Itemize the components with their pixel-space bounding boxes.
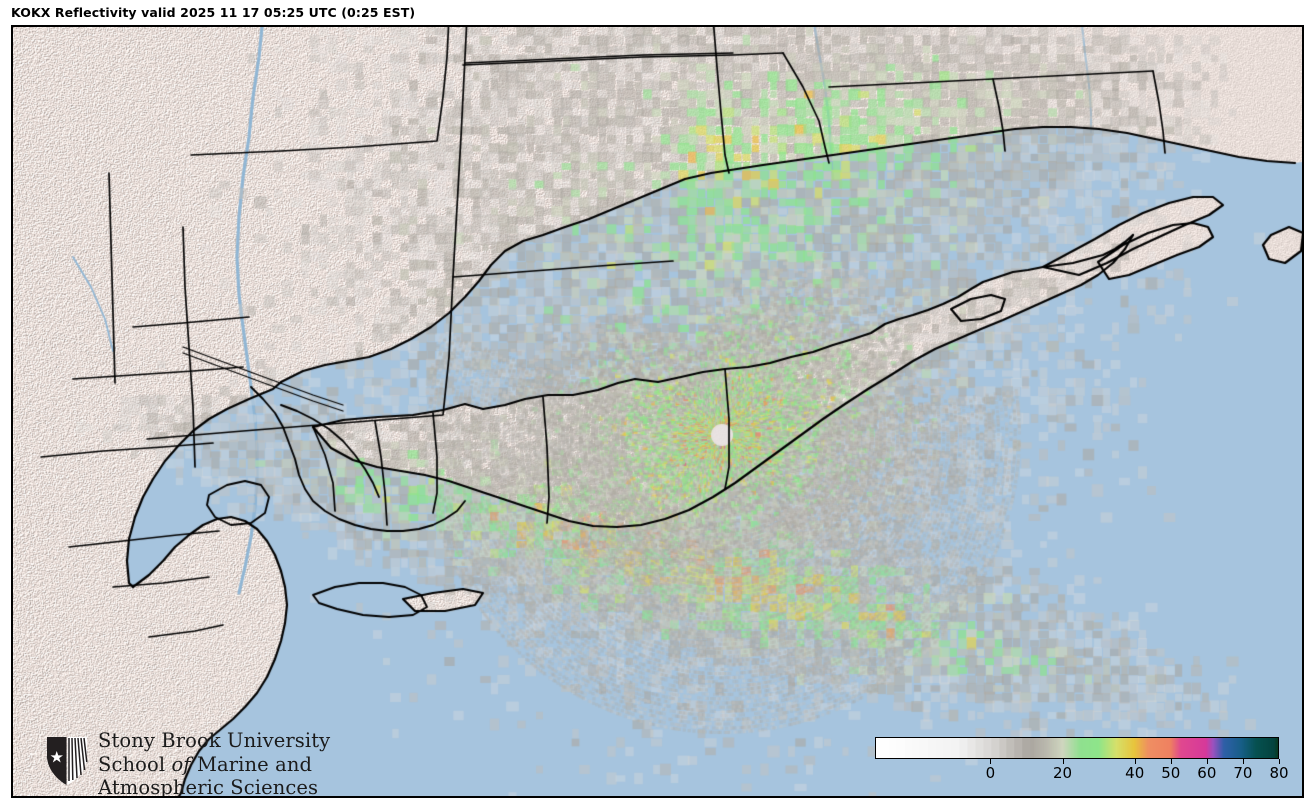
colorbar-axis: 0 20 40 50 60 70 80 xyxy=(875,759,1289,793)
colorbar-tick-mark xyxy=(1206,759,1208,764)
colorbar-tick-label: 60 xyxy=(1197,764,1217,782)
colorbar-tick-label: 20 xyxy=(1053,764,1073,782)
colorbar-canvas xyxy=(876,738,1278,758)
colorbar-tick-mark xyxy=(1170,759,1172,764)
radar-map[interactable]: Stony Brook University School of Marine … xyxy=(11,25,1304,798)
colorbar-tick-mark xyxy=(990,759,992,764)
reflectivity-colorbar[interactable]: 0 20 40 50 60 70 80 xyxy=(875,737,1295,796)
colorbar-tick-mark xyxy=(1242,759,1244,764)
colorbar-tick-label: 40 xyxy=(1125,764,1145,782)
colorbar-tick-label: 0 xyxy=(985,764,996,782)
colorbar-tick-mark xyxy=(1279,759,1280,764)
radar-map-canvas[interactable] xyxy=(13,27,1302,796)
colorbar-tick-mark xyxy=(1062,759,1064,764)
colorbar-tick-label: 50 xyxy=(1161,764,1181,782)
colorbar-tick-mark xyxy=(1134,759,1136,764)
page-title: KOKX Reflectivity valid 2025 11 17 05:25… xyxy=(11,5,416,20)
colorbar-tick-label: 70 xyxy=(1233,764,1253,782)
colorbar-tick-label: 80 xyxy=(1269,764,1289,782)
colorbar-gradient[interactable] xyxy=(875,737,1279,759)
